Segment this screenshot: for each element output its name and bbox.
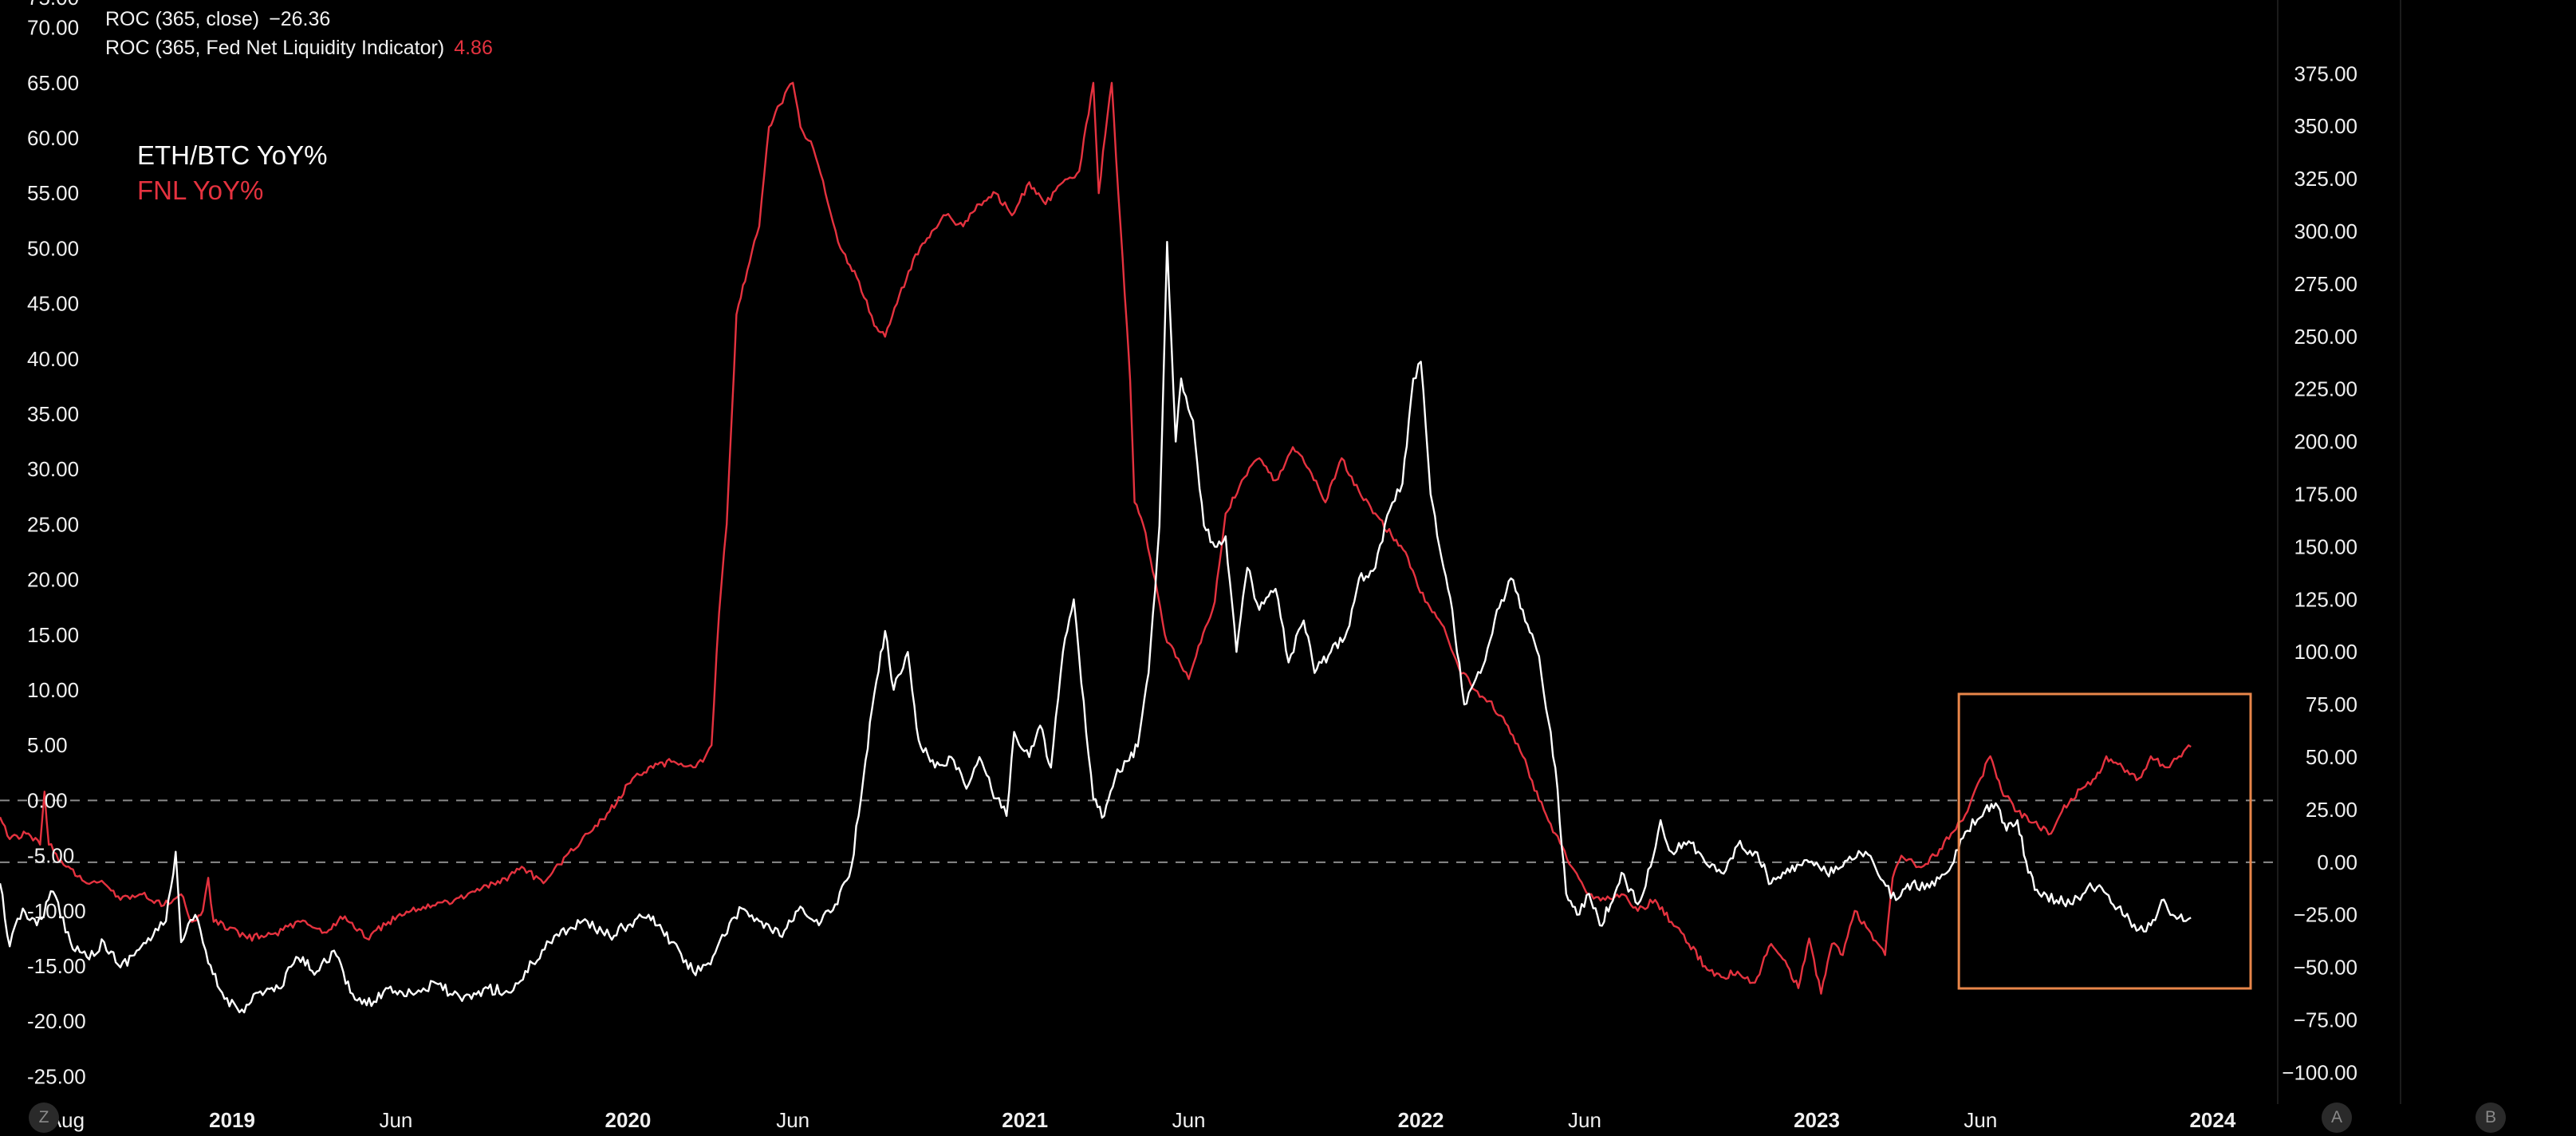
right-axis-tick-label: 225.00 (2294, 377, 2357, 401)
left-axis-tick-label: 0.00 (27, 788, 68, 812)
left-axis-tick-label: 65.00 (27, 71, 79, 95)
left-axis-tick-label: -5.00 (27, 844, 74, 868)
right-axis-tick-label: 150.00 (2294, 534, 2357, 558)
x-axis-tick-label: 2019 (209, 1108, 255, 1132)
left-axis-tick-label: 60.00 (27, 126, 79, 150)
indicator-fnl-label: ROC (365, Fed Net Liquidity Indicator) (105, 37, 445, 59)
zoom-button[interactable]: Z (29, 1102, 59, 1133)
indicator-eth-label: ROC (365, close) (105, 8, 260, 30)
right-axis-tick-label: −50.00 (2294, 956, 2357, 980)
left-axis-tick-label: 75.00 (27, 0, 79, 10)
left-axis-tick-label: -15.00 (27, 954, 86, 978)
indicator-eth-value: −26.36 (269, 8, 331, 30)
left-axis-tick-label: 10.00 (27, 678, 79, 702)
right-axis-tick-label: 300.00 (2294, 219, 2357, 243)
right-axis-tick-label: 125.00 (2294, 587, 2357, 611)
x-axis-tick-label: Jun (379, 1108, 412, 1132)
left-axis-tick-label: -10.00 (27, 899, 86, 923)
right-axis-tick-label: 0.00 (2317, 850, 2357, 874)
left-axis-tick-label: 25.00 (27, 512, 79, 536)
left-axis-tick-label: 55.00 (27, 181, 79, 205)
right-axis-tick-label: 325.00 (2294, 167, 2357, 191)
right-axis-tick-label: −25.00 (2294, 903, 2357, 927)
right-axis-tick-label: 375.00 (2294, 61, 2357, 85)
indicator-eth-roc: ROC (365, close) −26.36 (105, 8, 330, 31)
x-axis-tick-label: Jun (776, 1108, 809, 1132)
x-axis-tick-label: 2024 (2189, 1108, 2235, 1132)
indicator-fnl-roc: ROC (365, Fed Net Liquidity Indicator) 4.… (105, 37, 493, 60)
x-axis-tick-label: 2023 (1794, 1108, 1840, 1132)
right-axis-tick-label: 100.00 (2294, 640, 2357, 664)
left-axis-tick-label: 70.00 (27, 16, 79, 40)
x-axis-tick-label: Jun (1964, 1108, 1997, 1132)
auto-scale-button[interactable]: A (2322, 1102, 2352, 1133)
left-axis-tick-label: 5.00 (27, 733, 68, 757)
legend-eth-btc: ETH/BTC YoY% (137, 140, 328, 170)
right-axis-tick-label: −75.00 (2294, 1008, 2357, 1032)
left-axis-tick-label: 30.00 (27, 457, 79, 481)
x-axis-tick-label: 2021 (1002, 1108, 1048, 1132)
x-axis-tick-label: Jun (1568, 1108, 1601, 1132)
x-axis-tick-label: 2020 (605, 1108, 652, 1132)
left-axis-tick-label: 40.00 (27, 347, 79, 371)
x-axis-tick-label: Jun (1172, 1108, 1206, 1132)
right-axis-tick-label: 350.00 (2294, 114, 2357, 138)
left-axis-tick-label: 15.00 (27, 623, 79, 647)
right-axis-tick-label: −100.00 (2282, 1060, 2357, 1084)
left-axis-tick-label: 20.00 (27, 568, 79, 592)
right-axis-tick-label: 25.00 (2306, 798, 2357, 822)
left-axis-tick-label: 35.00 (27, 402, 79, 426)
b-button[interactable]: B (2476, 1102, 2506, 1133)
left-axis-tick-label: 45.00 (27, 292, 79, 316)
right-axis-tick-label: 75.00 (2306, 692, 2357, 716)
right-axis-tick-label: 175.00 (2294, 483, 2357, 507)
left-axis-tick-label: -25.00 (27, 1064, 86, 1088)
right-axis-tick-label: 250.00 (2294, 325, 2357, 349)
fnl-yoy-line (0, 81, 2192, 995)
right-axis-tick-label: 275.00 (2294, 272, 2357, 296)
eth-btc-yoy-line (0, 241, 2192, 1014)
indicator-fnl-value: 4.86 (454, 37, 493, 59)
left-axis-tick-label: 50.00 (27, 236, 79, 260)
highlight-box (1957, 692, 2252, 990)
right-axis-tick-label: 50.00 (2306, 745, 2357, 769)
legend-fnl: FNL YoY% (137, 176, 264, 205)
x-axis-tick-label: 2022 (1398, 1108, 1444, 1132)
right-axis-tick-label: 200.00 (2294, 430, 2357, 454)
left-axis-tick-label: -20.00 (27, 1009, 86, 1033)
